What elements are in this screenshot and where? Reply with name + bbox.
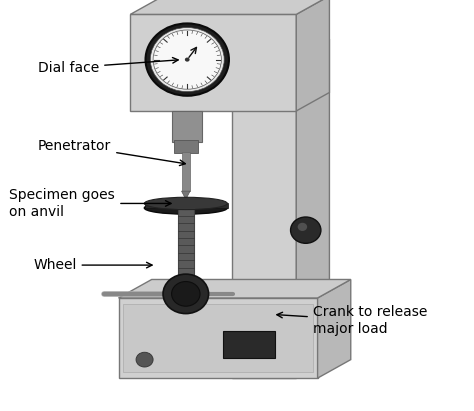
Circle shape	[150, 28, 224, 92]
Polygon shape	[318, 279, 351, 378]
Circle shape	[136, 352, 153, 367]
Polygon shape	[118, 279, 351, 298]
Text: Dial face: Dial face	[38, 58, 178, 75]
Circle shape	[172, 282, 200, 306]
Polygon shape	[296, 0, 329, 111]
Text: Crank to release
major load: Crank to release major load	[277, 305, 427, 336]
Bar	[123, 304, 313, 372]
Polygon shape	[182, 191, 190, 199]
Polygon shape	[130, 0, 329, 14]
Bar	[232, 58, 296, 378]
Text: Specimen goes
on anvil: Specimen goes on anvil	[9, 188, 171, 219]
Bar	[178, 201, 194, 294]
Bar	[182, 152, 190, 191]
Circle shape	[185, 58, 190, 62]
Text: Wheel: Wheel	[33, 258, 152, 272]
Circle shape	[298, 223, 307, 231]
Bar	[172, 111, 202, 142]
Bar	[174, 140, 198, 153]
Circle shape	[291, 217, 321, 243]
Bar	[130, 14, 296, 111]
Bar	[223, 331, 275, 358]
Bar	[118, 298, 318, 378]
Text: Penetrator: Penetrator	[38, 139, 185, 166]
Ellipse shape	[145, 202, 228, 214]
Circle shape	[163, 274, 209, 314]
Circle shape	[153, 30, 221, 89]
Polygon shape	[296, 39, 329, 378]
Bar	[145, 203, 228, 208]
Circle shape	[146, 23, 229, 96]
Ellipse shape	[145, 197, 228, 210]
